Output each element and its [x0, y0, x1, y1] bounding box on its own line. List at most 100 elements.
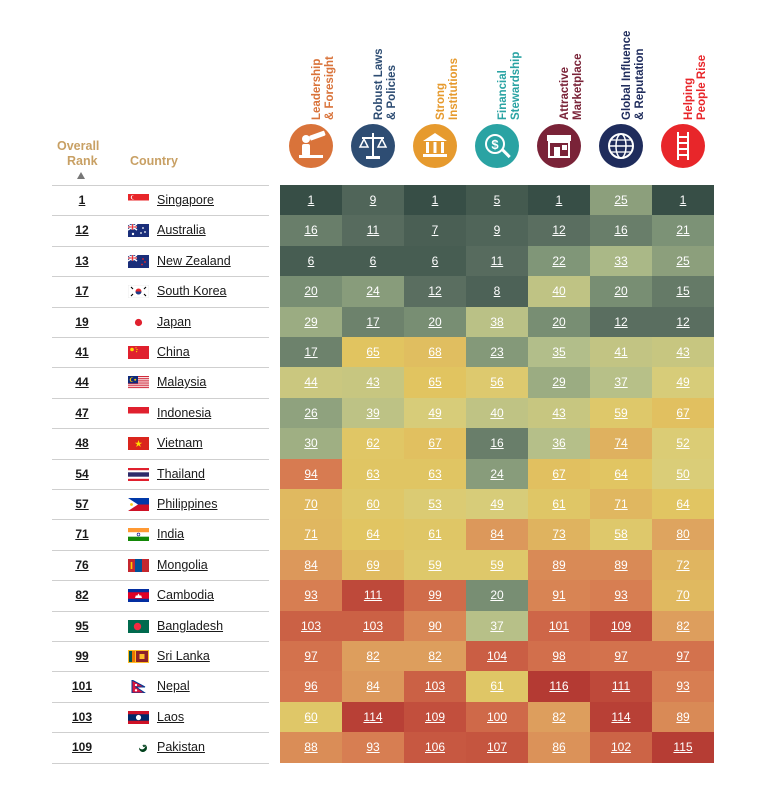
country-name[interactable]: Cambodia [157, 588, 214, 602]
overall-rank[interactable]: 57 [75, 497, 89, 511]
heatmap-cell[interactable]: 84 [466, 519, 528, 550]
heatmap-cell[interactable]: 89 [590, 550, 652, 580]
country-name[interactable]: Vietnam [157, 436, 203, 450]
heatmap-cell[interactable]: 38 [466, 307, 528, 337]
heatmap-cell[interactable]: 91 [528, 580, 590, 611]
heatmap-cell[interactable]: 9 [466, 215, 528, 246]
heatmap-cell[interactable]: 1 [528, 185, 590, 215]
heatmap-cell[interactable]: 67 [652, 398, 714, 428]
heatmap-cell[interactable]: 16 [590, 215, 652, 246]
heatmap-cell[interactable]: 114 [590, 702, 652, 732]
heatmap-cell[interactable]: 98 [528, 641, 590, 671]
overall-rank[interactable]: 101 [71, 679, 93, 693]
heatmap-cell[interactable]: 97 [652, 641, 714, 671]
country-name[interactable]: Pakistan [157, 740, 205, 754]
heatmap-cell[interactable]: 65 [404, 367, 466, 398]
country-name[interactable]: Nepal [157, 679, 190, 693]
sort-triangle-icon[interactable] [77, 172, 85, 179]
heatmap-cell[interactable]: 111 [342, 580, 404, 611]
heatmap-cell[interactable]: 56 [466, 367, 528, 398]
country-name[interactable]: South Korea [157, 284, 227, 298]
heatmap-cell[interactable]: 64 [652, 489, 714, 519]
heatmap-cell[interactable]: 37 [590, 367, 652, 398]
heatmap-cell[interactable]: 103 [404, 671, 466, 702]
heatmap-cell[interactable]: 96 [280, 671, 342, 702]
country-name[interactable]: Philippines [157, 497, 218, 511]
heatmap-cell[interactable]: 60 [280, 702, 342, 732]
country-name[interactable]: India [157, 527, 185, 541]
heatmap-cell[interactable]: 103 [280, 611, 342, 641]
heatmap-cell[interactable]: 73 [528, 519, 590, 550]
country-name[interactable]: Mongolia [157, 558, 208, 572]
heatmap-cell[interactable]: 12 [652, 307, 714, 337]
heatmap-cell[interactable]: 40 [528, 276, 590, 307]
heatmap-cell[interactable]: 74 [590, 428, 652, 459]
heatmap-cell[interactable]: 106 [404, 732, 466, 763]
overall-rank[interactable]: 19 [75, 315, 89, 329]
heatmap-cell[interactable]: 109 [590, 611, 652, 641]
country-name[interactable]: Sri Lanka [157, 649, 210, 663]
heatmap-cell[interactable]: 61 [466, 671, 528, 702]
heatmap-cell[interactable]: 20 [280, 276, 342, 307]
heatmap-cell[interactable]: 29 [528, 367, 590, 398]
country-name[interactable]: Japan [157, 315, 192, 329]
heatmap-cell[interactable]: 93 [652, 671, 714, 702]
overall-rank[interactable]: 82 [75, 588, 89, 602]
country-name[interactable]: Bangladesh [157, 619, 224, 633]
heatmap-cell[interactable]: 70 [652, 580, 714, 611]
overall-rank[interactable]: 44 [75, 375, 89, 389]
heatmap-cell[interactable]: 61 [404, 519, 466, 550]
heatmap-cell[interactable]: 43 [342, 367, 404, 398]
heatmap-cell[interactable]: 82 [652, 611, 714, 641]
heatmap-cell[interactable]: 20 [404, 307, 466, 337]
heatmap-cell[interactable]: 40 [466, 398, 528, 428]
heatmap-cell[interactable]: 6 [404, 246, 466, 276]
heatmap-cell[interactable]: 100 [466, 702, 528, 732]
heatmap-cell[interactable]: 9 [342, 185, 404, 215]
heatmap-cell[interactable]: 8 [466, 276, 528, 307]
heatmap-cell[interactable]: 111 [590, 671, 652, 702]
country-name[interactable]: Indonesia [157, 406, 212, 420]
heatmap-cell[interactable]: 49 [466, 489, 528, 519]
heatmap-cell[interactable]: 22 [528, 246, 590, 276]
heatmap-cell[interactable]: 58 [590, 519, 652, 550]
heatmap-cell[interactable]: 71 [590, 489, 652, 519]
heatmap-cell[interactable]: 17 [280, 337, 342, 367]
heatmap-cell[interactable]: 71 [280, 519, 342, 550]
heatmap-cell[interactable]: 88 [280, 732, 342, 763]
country-name[interactable]: Australia [157, 223, 206, 237]
heatmap-cell[interactable]: 103 [342, 611, 404, 641]
heatmap-cell[interactable]: 25 [590, 185, 652, 215]
heatmap-cell[interactable]: 63 [342, 459, 404, 489]
overall-rank[interactable]: 54 [75, 467, 89, 481]
heatmap-cell[interactable]: 104 [466, 641, 528, 671]
overall-rank[interactable]: 95 [75, 619, 89, 633]
heatmap-cell[interactable]: 24 [342, 276, 404, 307]
heatmap-cell[interactable]: 67 [404, 428, 466, 459]
heatmap-cell[interactable]: 53 [404, 489, 466, 519]
heatmap-cell[interactable]: 44 [280, 367, 342, 398]
heatmap-cell[interactable]: 24 [466, 459, 528, 489]
overall-rank[interactable]: 41 [75, 345, 89, 359]
country-name[interactable]: Thailand [157, 467, 205, 481]
heatmap-cell[interactable]: 12 [528, 215, 590, 246]
overall-rank[interactable]: 13 [75, 254, 89, 268]
heatmap-cell[interactable]: 6 [280, 246, 342, 276]
heatmap-cell[interactable]: 102 [590, 732, 652, 763]
heatmap-cell[interactable]: 49 [652, 367, 714, 398]
heatmap-cell[interactable]: 16 [466, 428, 528, 459]
heatmap-cell[interactable]: 7 [404, 215, 466, 246]
heatmap-cell[interactable]: 89 [652, 702, 714, 732]
heatmap-cell[interactable]: 12 [404, 276, 466, 307]
heatmap-cell[interactable]: 99 [404, 580, 466, 611]
heatmap-cell[interactable]: 49 [404, 398, 466, 428]
heatmap-cell[interactable]: 62 [342, 428, 404, 459]
overall-rank[interactable]: 48 [75, 436, 89, 450]
heatmap-cell[interactable]: 20 [528, 307, 590, 337]
heatmap-cell[interactable]: 107 [466, 732, 528, 763]
heatmap-cell[interactable]: 12 [590, 307, 652, 337]
country-name[interactable]: Singapore [157, 193, 214, 207]
overall-rank[interactable]: 76 [75, 558, 89, 572]
heatmap-cell[interactable]: 6 [342, 246, 404, 276]
heatmap-cell[interactable]: 61 [528, 489, 590, 519]
